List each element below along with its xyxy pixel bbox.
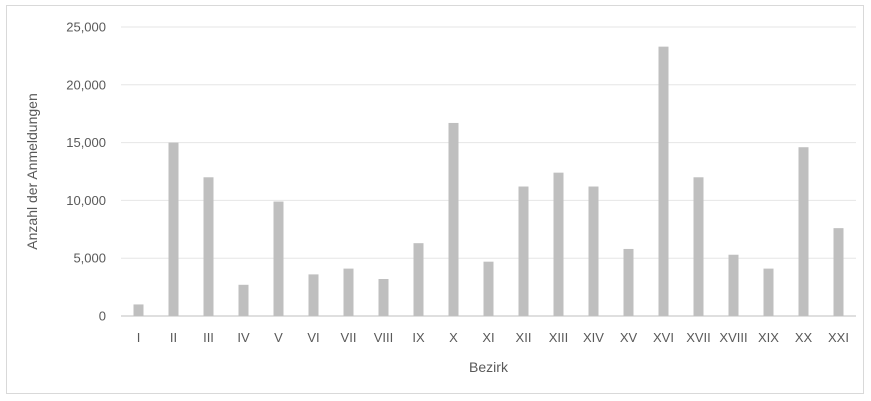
bar-VIII [378, 279, 389, 316]
bars [133, 46, 844, 316]
x-tick-label: XX [795, 330, 813, 345]
x-tick-label: VI [307, 330, 319, 345]
y-tick-label: 25,000 [66, 20, 106, 35]
bar-XII [518, 186, 529, 316]
x-tick-labels: I II III IV V VI VII VIII IX X XI XII XIII XIV XV XVI XV… [137, 330, 849, 345]
x-tick-label: IX [412, 330, 425, 345]
bar-XV [623, 248, 634, 316]
y-tick-label: 5,000 [73, 251, 106, 266]
bar-I [133, 304, 144, 316]
y-tick-label: 20,000 [66, 77, 106, 92]
bar-X [448, 122, 459, 316]
bar-V [273, 201, 284, 316]
x-tick-label: XVIII [719, 330, 747, 345]
bar-VII [343, 268, 354, 316]
x-tick-label: VIII [374, 330, 394, 345]
bar-XVI [658, 46, 669, 316]
y-axis-title: Anzahl der Anmeldungen [24, 93, 40, 249]
y-tick-label: 10,000 [66, 193, 106, 208]
x-tick-label: I [137, 330, 141, 345]
x-tick-label: IV [237, 330, 250, 345]
x-tick-label: XII [516, 330, 532, 345]
bar-IX [413, 243, 424, 316]
x-tick-label: XIV [583, 330, 604, 345]
x-tick-label: XIII [549, 330, 569, 345]
x-tick-label: XI [482, 330, 494, 345]
bar-XVII [693, 177, 704, 316]
x-tick-label: XIX [758, 330, 779, 345]
bar-XXI [833, 228, 844, 316]
y-tick-labels: 0 5,000 10,000 15,000 20,000 25,000 [66, 20, 106, 324]
chart-frame [6, 5, 864, 394]
bar-II [168, 142, 179, 316]
bar-VI [308, 274, 319, 316]
gridlines [121, 26, 856, 259]
x-tick-label: V [274, 330, 283, 345]
x-tick-label: XVI [653, 330, 674, 345]
bar-XIII [553, 172, 564, 316]
x-tick-label: X [449, 330, 458, 345]
x-tick-label: II [170, 330, 177, 345]
bar-XI [483, 261, 494, 316]
bar-XIX [763, 268, 774, 316]
x-tick-label: XV [620, 330, 638, 345]
y-tick-label: 15,000 [66, 135, 106, 150]
x-tick-label: XVII [686, 330, 711, 345]
bar-IV [238, 284, 249, 316]
bar-XIV [588, 186, 599, 316]
x-tick-label: VII [341, 330, 357, 345]
bar-III [203, 177, 214, 316]
bar-XX [798, 147, 809, 316]
x-tick-label: III [203, 330, 214, 345]
x-tick-label: XXI [828, 330, 849, 345]
bar-XVIII [728, 254, 739, 316]
y-tick-label: 0 [99, 309, 106, 324]
x-axis-title: Bezirk [469, 359, 509, 375]
